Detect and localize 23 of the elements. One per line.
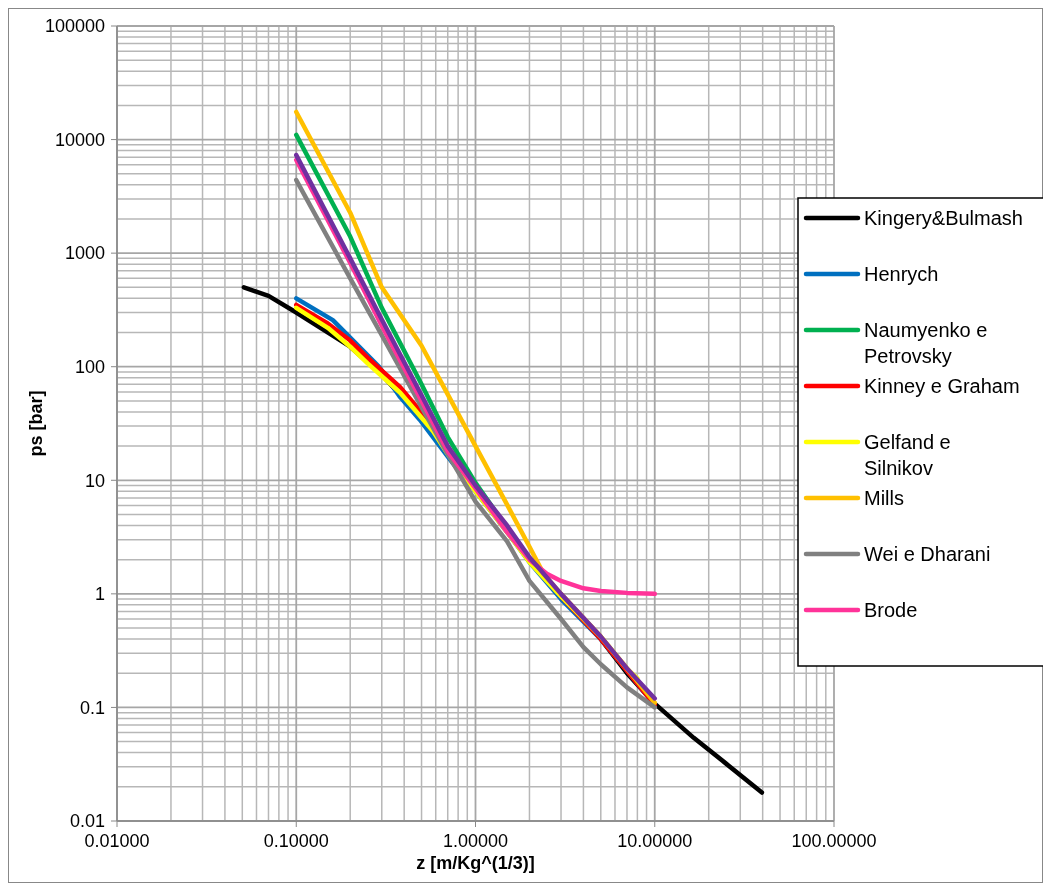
x-tick-label: 100.00000: [791, 831, 877, 851]
y-tick-label: 100: [74, 357, 105, 378]
legend-label: Gelfand e Silnikov: [864, 431, 951, 479]
legend-label: Kingery&Bulmash: [864, 207, 1023, 229]
x-tick-label: 1.00000: [442, 831, 509, 851]
legend-label: Naumyenko e Petrovsky: [864, 319, 988, 367]
y-tick-label: 10000: [54, 129, 105, 150]
y-axis-title: ps [bar]: [26, 390, 46, 457]
x-axis-title: z [m/Kg^(1/3)]: [416, 853, 535, 873]
x-tick-label: 10.00000: [617, 831, 693, 851]
legend-label: Mills: [864, 487, 904, 509]
y-tick-label: 1000: [64, 243, 105, 264]
y-tick-label: 0.01: [69, 811, 105, 832]
y-tick-label: 10: [84, 470, 105, 491]
legend-label: Henrych: [864, 263, 939, 285]
legend-label: Kinney e Graham: [864, 375, 1020, 397]
legend-label: Brode: [864, 599, 918, 621]
y-tick-label: 0.1: [79, 697, 105, 718]
legend-label: Wei e Dharani: [864, 543, 991, 565]
y-tick-label: 100000: [44, 16, 105, 37]
x-tick-label: 0.01000: [84, 831, 150, 851]
y-tick-label: 1: [94, 584, 105, 605]
x-tick-label: 0.10000: [263, 831, 329, 851]
